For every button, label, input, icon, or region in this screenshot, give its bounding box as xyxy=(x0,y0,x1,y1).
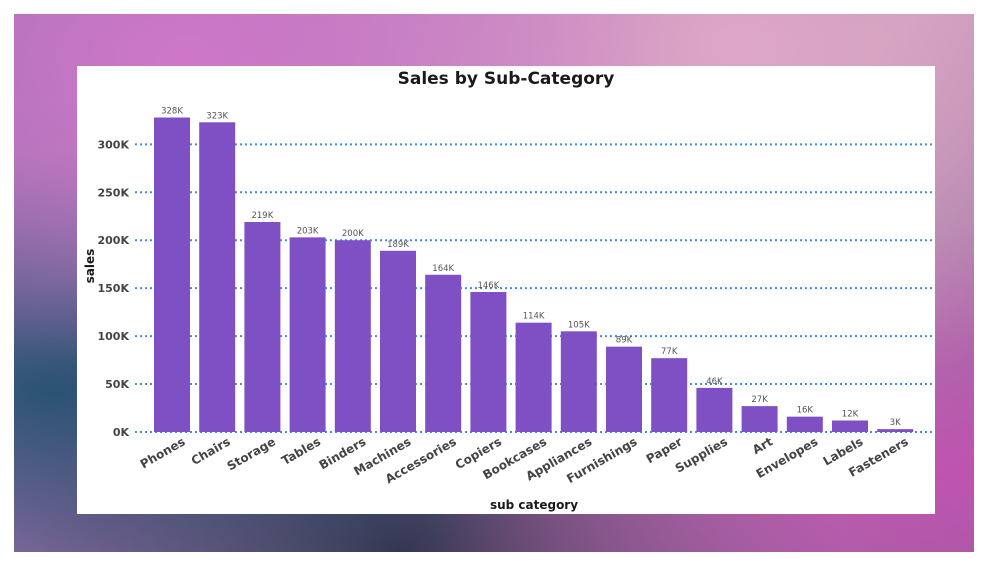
bar xyxy=(199,122,236,433)
data-label: 12K xyxy=(842,409,859,419)
background-frame: Sales by Sub-Category 0K 50K 100K 150K 200K 2… xyxy=(14,14,974,552)
data-label: 200K xyxy=(342,229,364,239)
y-tick-label: 200K xyxy=(98,234,130,247)
data-label: 46K xyxy=(706,377,723,387)
sales-bar-chart: Sales by Sub-Category 0K 50K 100K 150K 200K 2… xyxy=(83,69,932,512)
bar xyxy=(786,416,823,432)
data-label: 328K xyxy=(161,107,183,117)
data-label: 105K xyxy=(568,320,590,330)
bar xyxy=(696,387,733,432)
bar xyxy=(651,358,688,432)
bar xyxy=(425,274,462,432)
bars xyxy=(154,117,914,433)
bar xyxy=(289,237,326,432)
y-tick-label: 250K xyxy=(98,186,130,199)
y-axis-label: sales xyxy=(83,249,97,284)
x-tick-label: Tables xyxy=(279,434,323,467)
data-label: 27K xyxy=(751,395,768,405)
bar xyxy=(515,322,552,432)
y-axis-ticks: 0K 50K 100K 150K 200K 250K 300K xyxy=(98,138,130,439)
bar xyxy=(154,117,190,432)
bar xyxy=(244,222,281,432)
data-label: 3K xyxy=(890,418,901,428)
x-tick-label: Supplies xyxy=(673,434,730,475)
data-label: 89K xyxy=(616,336,633,346)
y-tick-label: 100K xyxy=(98,330,130,343)
bar xyxy=(334,240,371,432)
chart-panel: Sales by Sub-Category 0K 50K 100K 150K 200K 2… xyxy=(77,66,935,514)
data-label: 189K xyxy=(387,240,409,250)
y-tick-label: 50K xyxy=(105,378,129,391)
x-tick-label: Phones xyxy=(138,434,188,471)
x-tick-label: Art xyxy=(750,434,775,457)
data-label: 219K xyxy=(251,211,273,221)
data-label: 164K xyxy=(432,264,454,274)
bar xyxy=(606,346,642,432)
data-label: 146K xyxy=(477,281,499,291)
bar xyxy=(877,429,914,432)
data-label: 114K xyxy=(523,312,545,322)
y-tick-label: 300K xyxy=(98,138,130,151)
y-tick-label: 0K xyxy=(113,426,130,439)
chart-title: Sales by Sub-Category xyxy=(398,69,615,89)
x-tick-label: Storage xyxy=(225,434,278,473)
bar xyxy=(741,406,778,432)
x-axis-label: sub category xyxy=(490,498,578,512)
y-tick-label: 150K xyxy=(98,282,130,295)
data-label: 323K xyxy=(206,111,228,121)
bar xyxy=(832,420,868,432)
data-labels: 328K 323K 219K 203K 200K 189K 164K 146K 114K 105K… xyxy=(161,107,901,429)
bar xyxy=(470,292,507,432)
bar xyxy=(380,250,416,432)
bar xyxy=(560,331,597,432)
data-label: 16K xyxy=(797,406,814,416)
data-label: 203K xyxy=(297,226,319,236)
data-label: 77K xyxy=(661,347,678,357)
